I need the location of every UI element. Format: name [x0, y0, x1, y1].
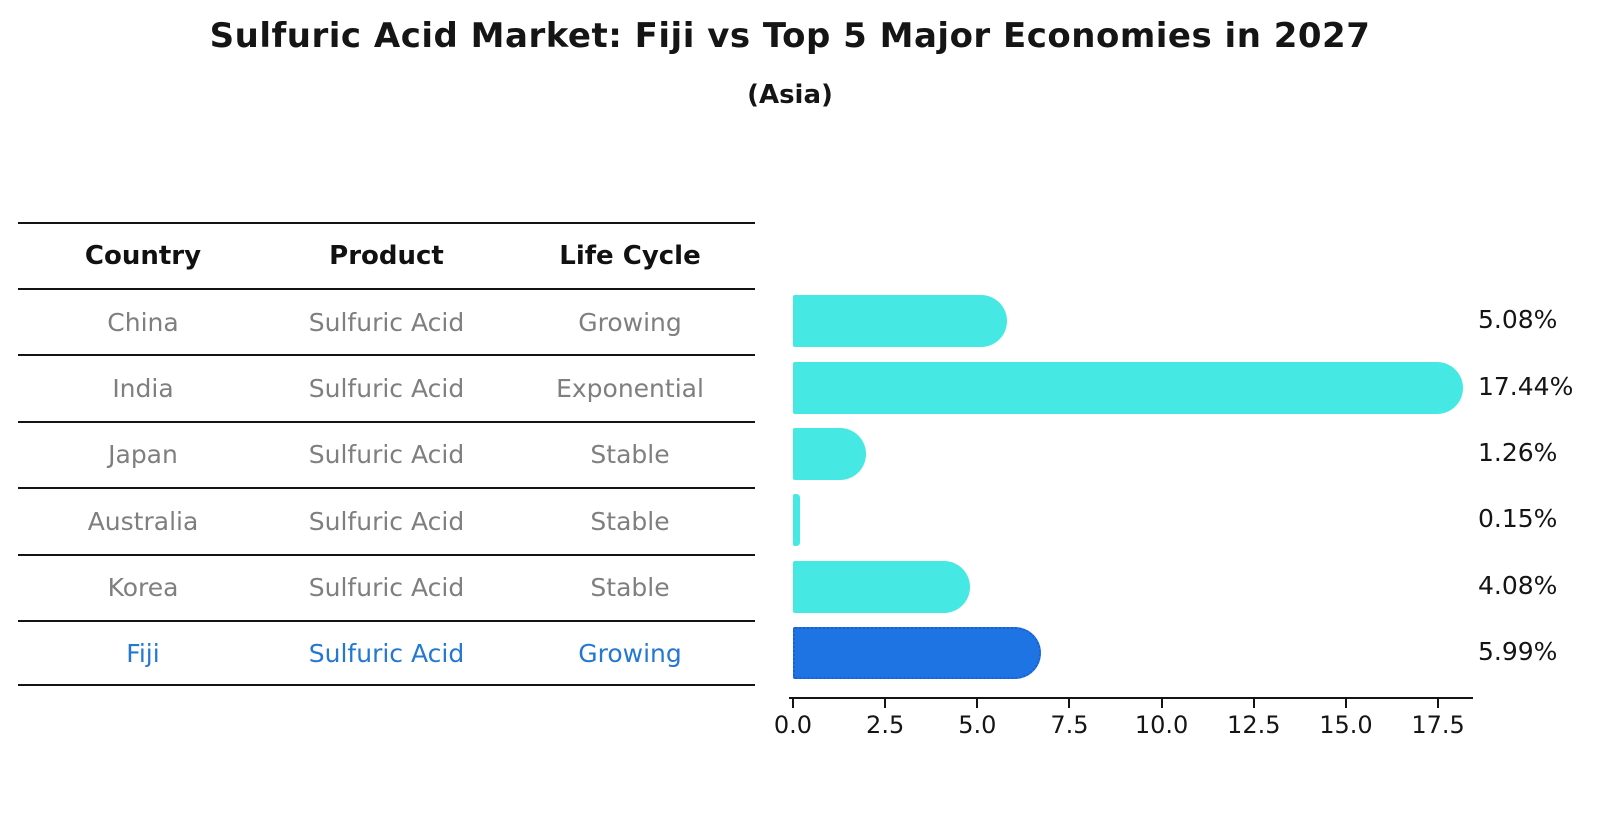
table-cell-country: Fiji [126, 638, 160, 668]
value-label-korea: 4.08% [1478, 570, 1558, 600]
value-label-fiji: 5.99% [1478, 637, 1558, 667]
x-tick-mark [1344, 699, 1347, 708]
table-cell-lifecycle: Stable [590, 440, 670, 470]
country-table: Country Product Life Cycle China Sulfuri… [18, 222, 755, 687]
x-tick-label: 10.0 [1134, 711, 1189, 739]
x-tick-mark [792, 699, 794, 708]
table-header-product: Product [329, 241, 444, 271]
bar-australia [793, 494, 801, 547]
table-cell-lifecycle: Stable [590, 506, 670, 536]
value-label-india: 17.44% [1478, 371, 1574, 401]
x-tick-mark [884, 699, 887, 708]
table-cell-product: Sulfuric Acid [308, 638, 465, 668]
value-label-australia: 0.15% [1478, 504, 1558, 534]
x-tick-mark [1437, 699, 1440, 708]
chart-subtitle: (Asia) [747, 80, 833, 110]
bar-fiji [793, 627, 1041, 680]
x-tick-label: 17.5 [1411, 711, 1465, 739]
table-cell-country: Korea [107, 573, 179, 603]
table-header-country: Country [84, 241, 202, 271]
x-tick-label: 5.0 [958, 711, 997, 739]
bar-china [793, 295, 1008, 348]
table-cell-product: Sulfuric Acid [308, 506, 465, 536]
x-tick-label: 15.0 [1319, 711, 1373, 739]
x-tick-mark [1068, 699, 1071, 708]
x-tick-mark [1252, 699, 1255, 708]
table-row: China Sulfuric Acid Growing [18, 288, 755, 354]
table-cell-product: Sulfuric Acid [308, 440, 465, 470]
table-cell-product: Sulfuric Acid [308, 573, 465, 603]
table-cell-lifecycle: Exponential [556, 374, 704, 404]
x-tick-label: 0.0 [773, 711, 813, 739]
table-cell-country: Japan [108, 440, 178, 470]
table-cell-product: Sulfuric Acid [308, 374, 465, 404]
x-axis-line [789, 697, 1473, 699]
table-cell-country: India [112, 374, 174, 404]
table-cell-lifecycle: Growing [578, 638, 682, 668]
x-tick-mark [976, 699, 979, 708]
table-body: China Sulfuric Acid Growing India Sulfur… [18, 288, 755, 687]
table-row: Fiji Sulfuric Acid Growing [18, 619, 755, 687]
chart-title: Sulfuric Acid Market: Fiji vs Top 5 Majo… [209, 16, 1371, 56]
table-header-row: Country Product Life Cycle [18, 222, 755, 288]
table-cell-product: Sulfuric Acid [308, 307, 465, 337]
bar-india [793, 361, 1463, 414]
x-tick-label: 7.5 [1050, 711, 1089, 739]
table-cell-lifecycle: Growing [578, 307, 682, 337]
bar-korea [793, 560, 971, 613]
table-header-lifecycle: Life Cycle [559, 241, 701, 271]
x-tick-label: 2.5 [866, 711, 905, 739]
bar-japan [793, 428, 867, 480]
table-row: Japan Sulfuric Acid Stable [18, 420, 755, 487]
table-cell-country: Australia [87, 506, 199, 536]
x-tick-label: 12.5 [1227, 711, 1281, 739]
x-tick-mark [1160, 699, 1163, 708]
table-cell-lifecycle: Stable [590, 573, 670, 603]
table-cell-country: China [107, 307, 179, 337]
value-label-japan: 1.26% [1478, 438, 1558, 467]
value-label-china: 5.08% [1478, 305, 1558, 335]
table-row: India Sulfuric Acid Exponential [18, 354, 755, 420]
table-row: Korea Sulfuric Acid Stable [18, 553, 755, 620]
table-row: Australia Sulfuric Acid Stable [18, 487, 755, 553]
